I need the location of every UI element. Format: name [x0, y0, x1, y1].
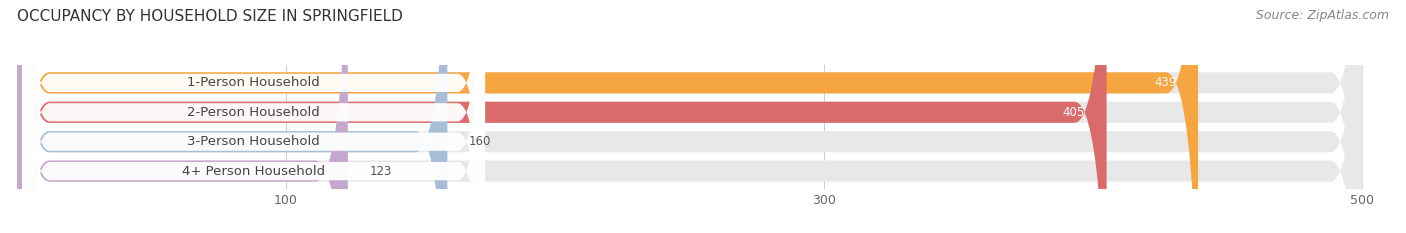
- FancyBboxPatch shape: [17, 0, 1362, 233]
- Text: 2-Person Household: 2-Person Household: [187, 106, 321, 119]
- FancyBboxPatch shape: [17, 0, 1107, 233]
- Text: 160: 160: [470, 135, 491, 148]
- Text: 4+ Person Household: 4+ Person Household: [183, 164, 325, 178]
- FancyBboxPatch shape: [17, 0, 1362, 233]
- FancyBboxPatch shape: [22, 0, 485, 233]
- Text: 405: 405: [1063, 106, 1085, 119]
- FancyBboxPatch shape: [17, 0, 347, 233]
- Text: OCCUPANCY BY HOUSEHOLD SIZE IN SPRINGFIELD: OCCUPANCY BY HOUSEHOLD SIZE IN SPRINGFIE…: [17, 9, 402, 24]
- Text: 3-Person Household: 3-Person Household: [187, 135, 321, 148]
- FancyBboxPatch shape: [17, 0, 1362, 233]
- Text: Source: ZipAtlas.com: Source: ZipAtlas.com: [1256, 9, 1389, 22]
- FancyBboxPatch shape: [22, 0, 485, 233]
- Text: 123: 123: [370, 164, 392, 178]
- FancyBboxPatch shape: [17, 0, 1198, 233]
- Text: 1-Person Household: 1-Person Household: [187, 76, 321, 89]
- FancyBboxPatch shape: [17, 0, 447, 233]
- Text: 439: 439: [1154, 76, 1177, 89]
- FancyBboxPatch shape: [22, 0, 485, 233]
- FancyBboxPatch shape: [17, 0, 1362, 233]
- FancyBboxPatch shape: [22, 0, 485, 233]
